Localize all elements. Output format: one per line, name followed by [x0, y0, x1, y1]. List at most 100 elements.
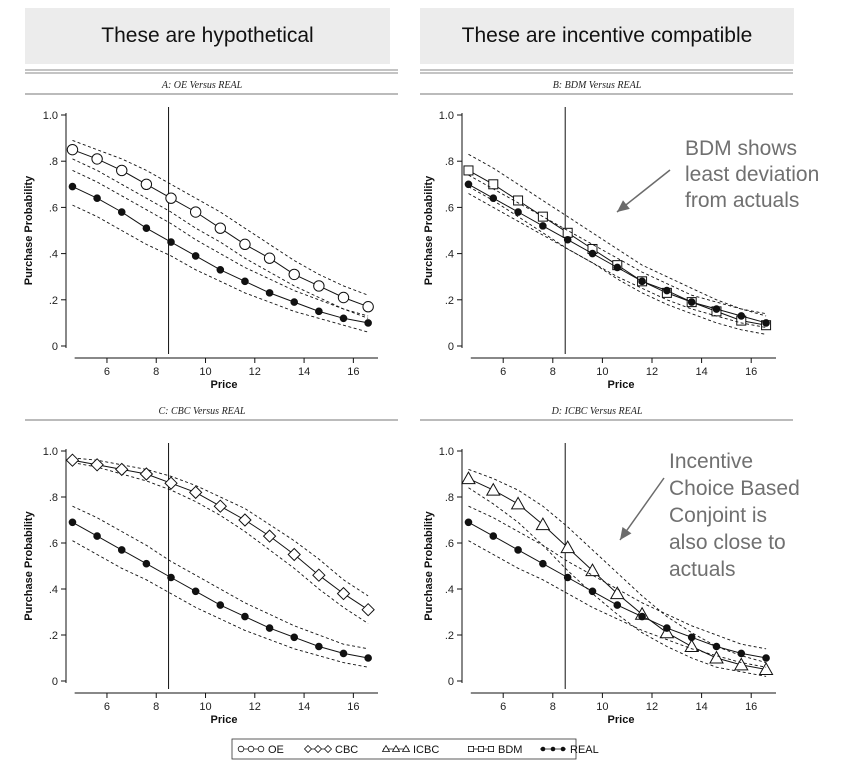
cbc-point	[213, 499, 228, 513]
legend-marker	[237, 745, 245, 753]
legend-item-real: REAL	[540, 744, 599, 756]
icbc-point	[585, 563, 600, 577]
real-point	[613, 263, 622, 272]
y-tick-label: 0	[52, 341, 58, 353]
bdm-point	[513, 195, 524, 206]
real-point	[93, 532, 101, 540]
cbc-point	[65, 453, 80, 467]
cbc-line	[72, 459, 369, 611]
real-point	[241, 612, 249, 621]
panel-title: A: OE Versus REAL	[161, 80, 243, 91]
legend-marker	[401, 744, 411, 752]
x-tick-label: 14	[695, 366, 707, 378]
annotation-line: least deviation	[685, 163, 819, 186]
icbc-point	[733, 657, 749, 671]
real-point	[191, 252, 200, 260]
oe-point	[66, 143, 79, 156]
oe-point	[263, 252, 276, 264]
real-point	[290, 298, 299, 306]
real-point	[712, 305, 721, 313]
y-tick-label: .8	[445, 492, 454, 504]
real-point	[687, 633, 696, 642]
x-tick-label: 8	[550, 366, 556, 378]
y-tick-label: .6	[445, 538, 454, 550]
bdm-ci-lower	[468, 186, 767, 335]
x-tick-label: 10	[596, 701, 608, 713]
icbc-point	[659, 625, 675, 639]
legend-marker	[560, 746, 566, 752]
y-tick-label: .4	[49, 249, 58, 261]
y-tick-label: .6	[49, 538, 58, 550]
real-point	[290, 633, 299, 642]
icbc-point	[535, 517, 551, 531]
annotation-line: Choice Based	[669, 477, 800, 500]
y-tick-label: 0	[448, 676, 454, 688]
y-tick-label: 1.0	[43, 446, 58, 458]
x-tick-label: 14	[695, 701, 707, 713]
cbc-point	[238, 513, 252, 527]
real-point	[539, 222, 547, 230]
annotation-line: Incentive	[669, 450, 753, 473]
oe-point	[362, 301, 374, 313]
annotation-arrowhead	[617, 200, 630, 212]
y-axis-label: Purchase Probability	[23, 510, 35, 620]
cbc-point	[188, 485, 203, 500]
bdm-ci-upper	[468, 153, 767, 315]
panel-c: C: CBC Versus REAL 0 .2 .4 .6 .8 1.0 6 8 10 12 14 16…	[23, 406, 398, 726]
x-tick-label: 6	[500, 366, 506, 378]
icbc-point	[758, 661, 774, 675]
x-axis-label: Price	[608, 714, 635, 726]
real-point	[315, 642, 323, 651]
legend-item-cbc: CBC	[303, 744, 358, 756]
legend-label: BDM	[498, 744, 522, 756]
x-tick-label: 8	[550, 701, 556, 713]
x-tick-label: 14	[298, 366, 310, 378]
y-tick-label: .6	[49, 202, 58, 214]
y-tick-label: .4	[49, 584, 58, 596]
real-point	[68, 182, 77, 191]
icbc-point	[684, 638, 700, 652]
banner-hypothetical-text: These are hypothetical	[101, 24, 314, 47]
y-tick-label: 0	[448, 341, 454, 353]
y-tick-label: .8	[445, 156, 454, 168]
real-point	[265, 289, 274, 297]
x-tick-label: 10	[199, 366, 211, 378]
real-ci-upper	[468, 174, 767, 317]
real-point	[613, 601, 622, 609]
legend-marker	[323, 744, 333, 754]
real-point	[464, 180, 473, 189]
real-point	[737, 649, 746, 658]
icbc-point	[510, 496, 526, 510]
annotation-1: BDM shows least deviation from actuals	[616, 137, 819, 213]
banner-incentive-compatible-text: These are incentive compatible	[461, 24, 753, 47]
oe-point	[189, 206, 202, 218]
real-point	[167, 573, 175, 582]
legend-marker	[550, 746, 556, 752]
oe-point	[313, 280, 325, 292]
annotation-line: BDM shows	[685, 137, 797, 160]
real-point	[265, 624, 274, 632]
y-tick-label: .6	[445, 202, 454, 214]
y-tick-label: .2	[49, 630, 58, 642]
real-ci-lower	[72, 204, 369, 333]
oe-point	[288, 268, 300, 281]
y-tick-label: 1.0	[439, 446, 454, 458]
bdm-point	[463, 165, 474, 176]
icbc-point	[709, 650, 724, 664]
cbc-point	[164, 476, 178, 490]
real-point	[364, 654, 372, 662]
legend-marker	[540, 746, 546, 752]
legend-marker	[313, 744, 323, 754]
annotation-line: from actuals	[685, 189, 799, 212]
real-point	[339, 649, 348, 658]
legend-item-icbc: ICBC	[381, 744, 439, 756]
y-axis-label: Purchase Probability	[423, 175, 435, 285]
x-axis-label: Price	[211, 714, 238, 726]
legend-marker	[247, 745, 255, 753]
annotation-line: also close to	[669, 531, 786, 554]
legend-marker	[467, 746, 474, 753]
oe-point	[239, 238, 251, 251]
legend-label: OE	[268, 744, 284, 756]
legend-marker	[391, 744, 401, 752]
real-point	[117, 546, 126, 554]
